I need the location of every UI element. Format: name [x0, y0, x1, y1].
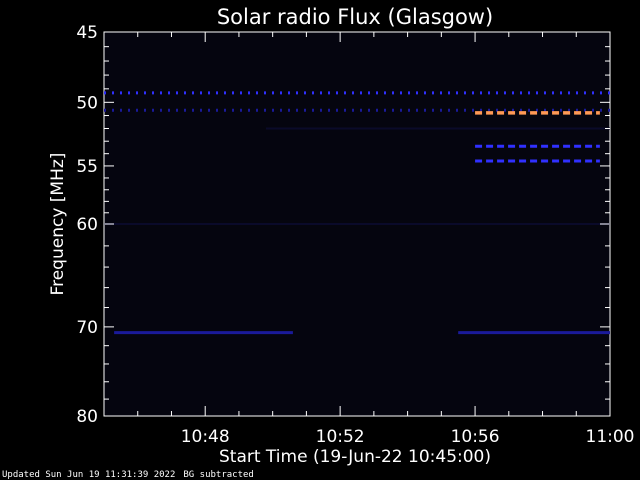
footer: Updated Sun Jun 19 11:31:39 2022 BG subtr… — [2, 470, 262, 480]
y-tick-label: 80 — [76, 407, 98, 427]
bg-note: BG subtracted — [183, 470, 254, 480]
x-axis-ticks: 10:48 10:52 10:56 11:00 — [137, 32, 635, 447]
emission-bands — [104, 91, 610, 335]
x-tick-label: 11:00 — [586, 427, 635, 447]
y-axis-ticks: 45 50 55 60 70 80 — [76, 23, 610, 427]
y-tick-label: 50 — [76, 93, 98, 113]
x-tick-label: 10:52 — [316, 427, 365, 447]
y-tick-label: 70 — [76, 318, 98, 338]
x-tick-label: 10:56 — [451, 427, 500, 447]
y-axis-label: Frequency [MHz] — [48, 153, 68, 296]
chart-title: Solar radio Flux (Glasgow) — [217, 5, 493, 29]
updated-timestamp: Updated Sun Jun 19 11:31:39 2022 — [2, 470, 176, 480]
x-axis-label: Start Time (19-Jun-22 10:45:00) — [219, 447, 491, 467]
x-tick-label: 10:48 — [181, 427, 230, 447]
y-tick-label: 55 — [76, 157, 98, 177]
y-tick-label: 60 — [76, 215, 98, 235]
y-tick-label: 45 — [76, 23, 98, 43]
